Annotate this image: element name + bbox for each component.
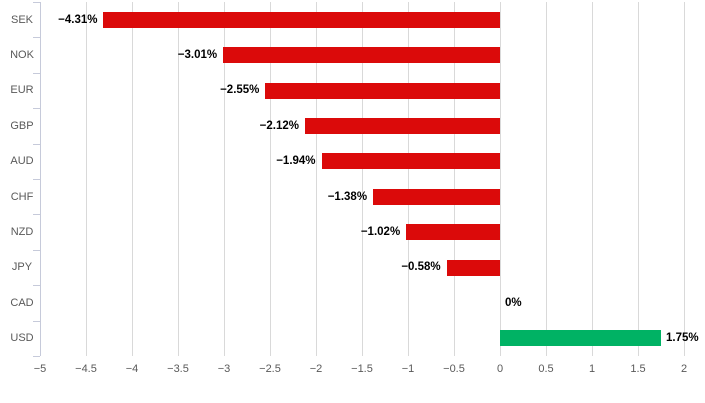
value-label: −4.31% xyxy=(58,13,98,26)
gridline xyxy=(270,2,271,356)
x-tick-label: 1.5 xyxy=(630,363,646,375)
bar-chf xyxy=(373,188,500,205)
bar-sek xyxy=(103,11,500,28)
bar-nzd xyxy=(406,224,500,241)
gridline xyxy=(362,2,363,356)
category-label: NZD xyxy=(10,226,34,239)
x-tick-label: 1 xyxy=(588,363,596,375)
gridline xyxy=(86,2,87,356)
gridline xyxy=(224,2,225,356)
value-label: −1.94% xyxy=(276,155,316,168)
x-tick-label: 0.5 xyxy=(538,363,554,375)
x-tick-label: −4.5 xyxy=(75,363,97,375)
x-tick-label: −2 xyxy=(309,363,323,375)
y-axis-tick xyxy=(33,143,40,145)
y-axis-tick xyxy=(33,285,40,287)
category-label: SEK xyxy=(10,13,33,26)
value-label: −3.01% xyxy=(177,49,218,62)
gridline xyxy=(546,2,547,356)
value-label: 0% xyxy=(505,296,522,309)
gridline xyxy=(454,2,455,356)
bar-gbp xyxy=(304,117,500,134)
category-label: GBP xyxy=(10,119,34,132)
value-label: 1.75% xyxy=(666,332,699,345)
y-axis-line xyxy=(40,2,41,356)
x-tick-label: −3.5 xyxy=(167,363,189,375)
x-tick-label: −1 xyxy=(401,363,415,375)
x-tick-label: −1.5 xyxy=(351,363,373,375)
bar-eur xyxy=(265,82,500,99)
x-tick-label: 2 xyxy=(680,363,688,375)
category-label: EUR xyxy=(10,84,34,97)
x-tick-label: −3 xyxy=(217,363,231,375)
gridline xyxy=(408,2,409,356)
bar-nok xyxy=(223,47,500,64)
category-label: AUD xyxy=(10,155,34,168)
gridline xyxy=(178,2,179,356)
y-axis-tick xyxy=(33,249,40,251)
gridline xyxy=(132,2,133,356)
y-axis-tick xyxy=(33,2,40,3)
value-label: −2.12% xyxy=(259,119,299,132)
category-label: NOK xyxy=(10,49,34,62)
value-label: −2.55% xyxy=(220,84,260,97)
bar-aud xyxy=(321,153,500,170)
y-axis-tick xyxy=(33,37,40,39)
category-label: USD xyxy=(10,332,34,345)
x-tick-label: −2.5 xyxy=(259,363,281,375)
bar-usd xyxy=(500,330,661,347)
gridline xyxy=(638,2,639,356)
gridline xyxy=(592,2,593,356)
x-tick-label: −0.5 xyxy=(443,363,465,375)
value-label: −1.38% xyxy=(327,190,368,203)
y-axis-tick xyxy=(33,320,40,322)
y-axis-tick xyxy=(33,72,40,74)
category-label: CAD xyxy=(10,296,34,309)
category-label: JPY xyxy=(11,261,33,274)
y-axis-tick xyxy=(33,108,40,110)
x-tick-label: 0 xyxy=(496,363,504,375)
y-axis-tick xyxy=(33,179,40,180)
gridline xyxy=(316,2,317,356)
y-axis-tick xyxy=(33,214,40,216)
x-tick-label: −4 xyxy=(125,363,139,375)
bar-jpy xyxy=(446,259,500,276)
value-label: −0.58% xyxy=(401,261,441,274)
category-label: CHF xyxy=(10,190,34,203)
y-axis-tick xyxy=(33,356,40,357)
x-tick-label: −5 xyxy=(33,363,47,375)
gridline xyxy=(500,2,501,356)
gridline xyxy=(684,2,685,356)
value-label: −1.02% xyxy=(360,226,401,239)
